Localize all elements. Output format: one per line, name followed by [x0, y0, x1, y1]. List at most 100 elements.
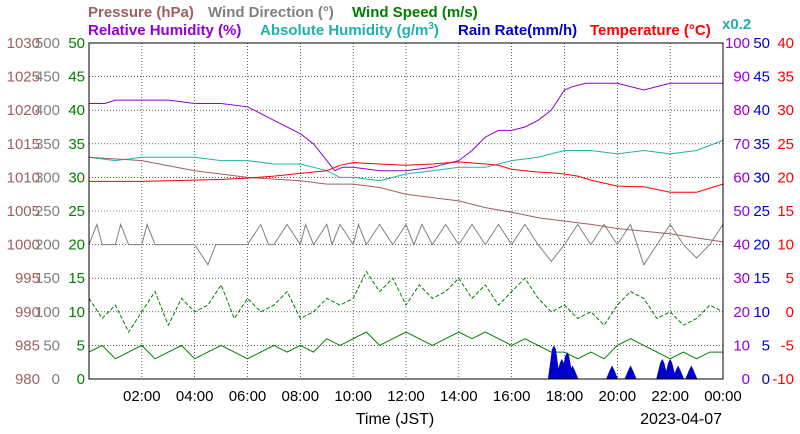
abs-humidity-scale-label: x0.2: [722, 16, 751, 33]
legend-wind-speed: Wind Speed (m/s): [352, 4, 478, 21]
x-tick-label: 16:00: [493, 388, 531, 405]
tick-labels: 02:00 04:00 06:00 08:00 10:00 12:00 14:00 16:00…: [7, 35, 794, 405]
y-tick-wind-direction: 350: [35, 136, 60, 153]
y-tick-wind-speed: 10: [68, 304, 85, 321]
y-tick-pressure: 1015: [7, 136, 40, 153]
y-tick-temperature: 20: [777, 169, 794, 186]
x-tick-label: 12:00: [387, 388, 425, 405]
wind-speed-m-s-line: [88, 331, 723, 360]
x-tick-label: 10:00: [334, 388, 372, 405]
y-tick-wind-direction: 0: [52, 371, 60, 388]
x-tick-label: 22:00: [651, 388, 689, 405]
y-tick-wind-direction: 100: [35, 304, 60, 321]
y-tick-wind-direction: 450: [35, 69, 60, 86]
y-tick-pressure: 1010: [7, 169, 40, 186]
y-tick-wind-speed: 15: [68, 270, 85, 287]
y-tick-wind-direction: 500: [35, 35, 60, 52]
y-tick-humidity: 40: [733, 237, 750, 254]
y-tick-humidity: 60: [733, 169, 750, 186]
rain-rate-bar: [606, 365, 619, 379]
y-tick-temperature: 0: [786, 304, 794, 321]
rain-rate-bar: [566, 365, 579, 379]
legend-absolute-humidity-sup: 3: [428, 21, 434, 32]
y-tick-wind-speed: 30: [68, 169, 85, 186]
y-tick-humidity: 70: [733, 136, 750, 153]
y-tick-wind-speed: 40: [68, 102, 85, 119]
y-tick-pressure: 1030: [7, 35, 40, 52]
y-tick-humidity: 100: [725, 35, 750, 52]
y-tick-wind-direction: 200: [35, 237, 60, 254]
rain-rate-bar: [672, 365, 685, 379]
y-tick-rain-rate: 0: [762, 371, 770, 388]
y-tick-rain-rate: 5: [762, 337, 770, 354]
y-tick-rain-rate: 45: [753, 69, 770, 86]
legend-pressure: Pressure (hPa): [88, 4, 194, 21]
y-tick-rain-rate: 25: [753, 203, 770, 220]
series-layer: [88, 82, 724, 379]
legend-temperature: Temperature (°C): [590, 22, 711, 39]
rain-rate-bar: [547, 345, 560, 379]
y-tick-temperature: -10: [772, 371, 794, 388]
legend-relative-humidity: Relative Humidity (%): [88, 22, 241, 39]
y-tick-pressure: 980: [15, 371, 40, 388]
y-tick-wind-direction: 250: [35, 203, 60, 220]
y-tick-rain-rate: 35: [753, 136, 770, 153]
legend-absolute-humidity: Absolute Humidity (g/m3): [260, 21, 439, 39]
y-tick-temperature: 30: [777, 102, 794, 119]
y-tick-rain-rate: 40: [753, 102, 770, 119]
y-tick-humidity: 20: [733, 304, 750, 321]
x-tick-label: 08:00: [282, 388, 320, 405]
legend-absolute-humidity-text: Absolute Humidity (g/m: [260, 22, 428, 39]
wind-direction-line: [88, 222, 724, 266]
rain-rate-bar: [624, 365, 637, 379]
temperature-c-line: [89, 161, 724, 193]
x-tick-label: 06:00: [229, 388, 267, 405]
y-tick-humidity: 90: [733, 69, 750, 86]
y-tick-pressure: 1000: [7, 237, 40, 254]
y-tick-wind-speed: 45: [68, 69, 85, 86]
y-tick-temperature: -5: [781, 337, 794, 354]
legend-wind-direction: Wind Direction (°): [208, 4, 334, 21]
y-tick-wind-speed: 5: [77, 337, 85, 354]
y-tick-rain-rate: 10: [753, 304, 770, 321]
y-tick-temperature: 35: [777, 69, 794, 86]
y-tick-temperature: 40: [777, 35, 794, 52]
legend-absolute-humidity-close: ): [434, 22, 439, 39]
chart-date: 2023-04-07: [640, 411, 722, 428]
x-tick-label: 18:00: [546, 388, 584, 405]
x-tick-label: 04:00: [176, 388, 214, 405]
y-tick-pressure: 1005: [7, 203, 40, 220]
y-tick-humidity: 30: [733, 270, 750, 287]
x-tick-label: 20:00: [599, 388, 637, 405]
rain-rate-bar: [685, 365, 698, 379]
legend-rain-rate: Rain Rate(mm/h): [458, 22, 577, 39]
y-tick-wind-direction: 150: [35, 270, 60, 287]
y-tick-temperature: 5: [786, 270, 794, 287]
y-tick-wind-direction: 400: [35, 102, 60, 119]
y-tick-humidity: 10: [733, 337, 750, 354]
plot-frame: [88, 42, 724, 380]
y-tick-temperature: 10: [777, 237, 794, 254]
y-tick-humidity: 50: [733, 203, 750, 220]
x-tick-label: 02:00: [123, 388, 161, 405]
y-tick-temperature: 25: [777, 136, 794, 153]
grid-lines: [89, 43, 723, 379]
x-tick-label: 14:00: [440, 388, 478, 405]
relative-humidity-line: [89, 82, 723, 172]
y-tick-pressure: 1020: [7, 102, 40, 119]
x-tick-label: 00:00: [704, 388, 742, 405]
wind-speed-max-m-s-line: [88, 270, 724, 334]
y-tick-humidity: 80: [733, 102, 750, 119]
pressure-hpa-line: [88, 156, 724, 243]
y-tick-rain-rate: 20: [753, 237, 770, 254]
y-tick-temperature: 15: [777, 203, 794, 220]
y-tick-rain-rate: 30: [753, 169, 770, 186]
y-tick-wind-speed: 50: [68, 35, 85, 52]
y-tick-pressure: 985: [15, 337, 40, 354]
rain-rate-bar: [656, 358, 669, 379]
y-tick-wind-speed: 35: [68, 136, 85, 153]
y-tick-pressure: 995: [15, 270, 40, 287]
absolute-humidity-g-m3-x0-2-line: [88, 139, 724, 182]
